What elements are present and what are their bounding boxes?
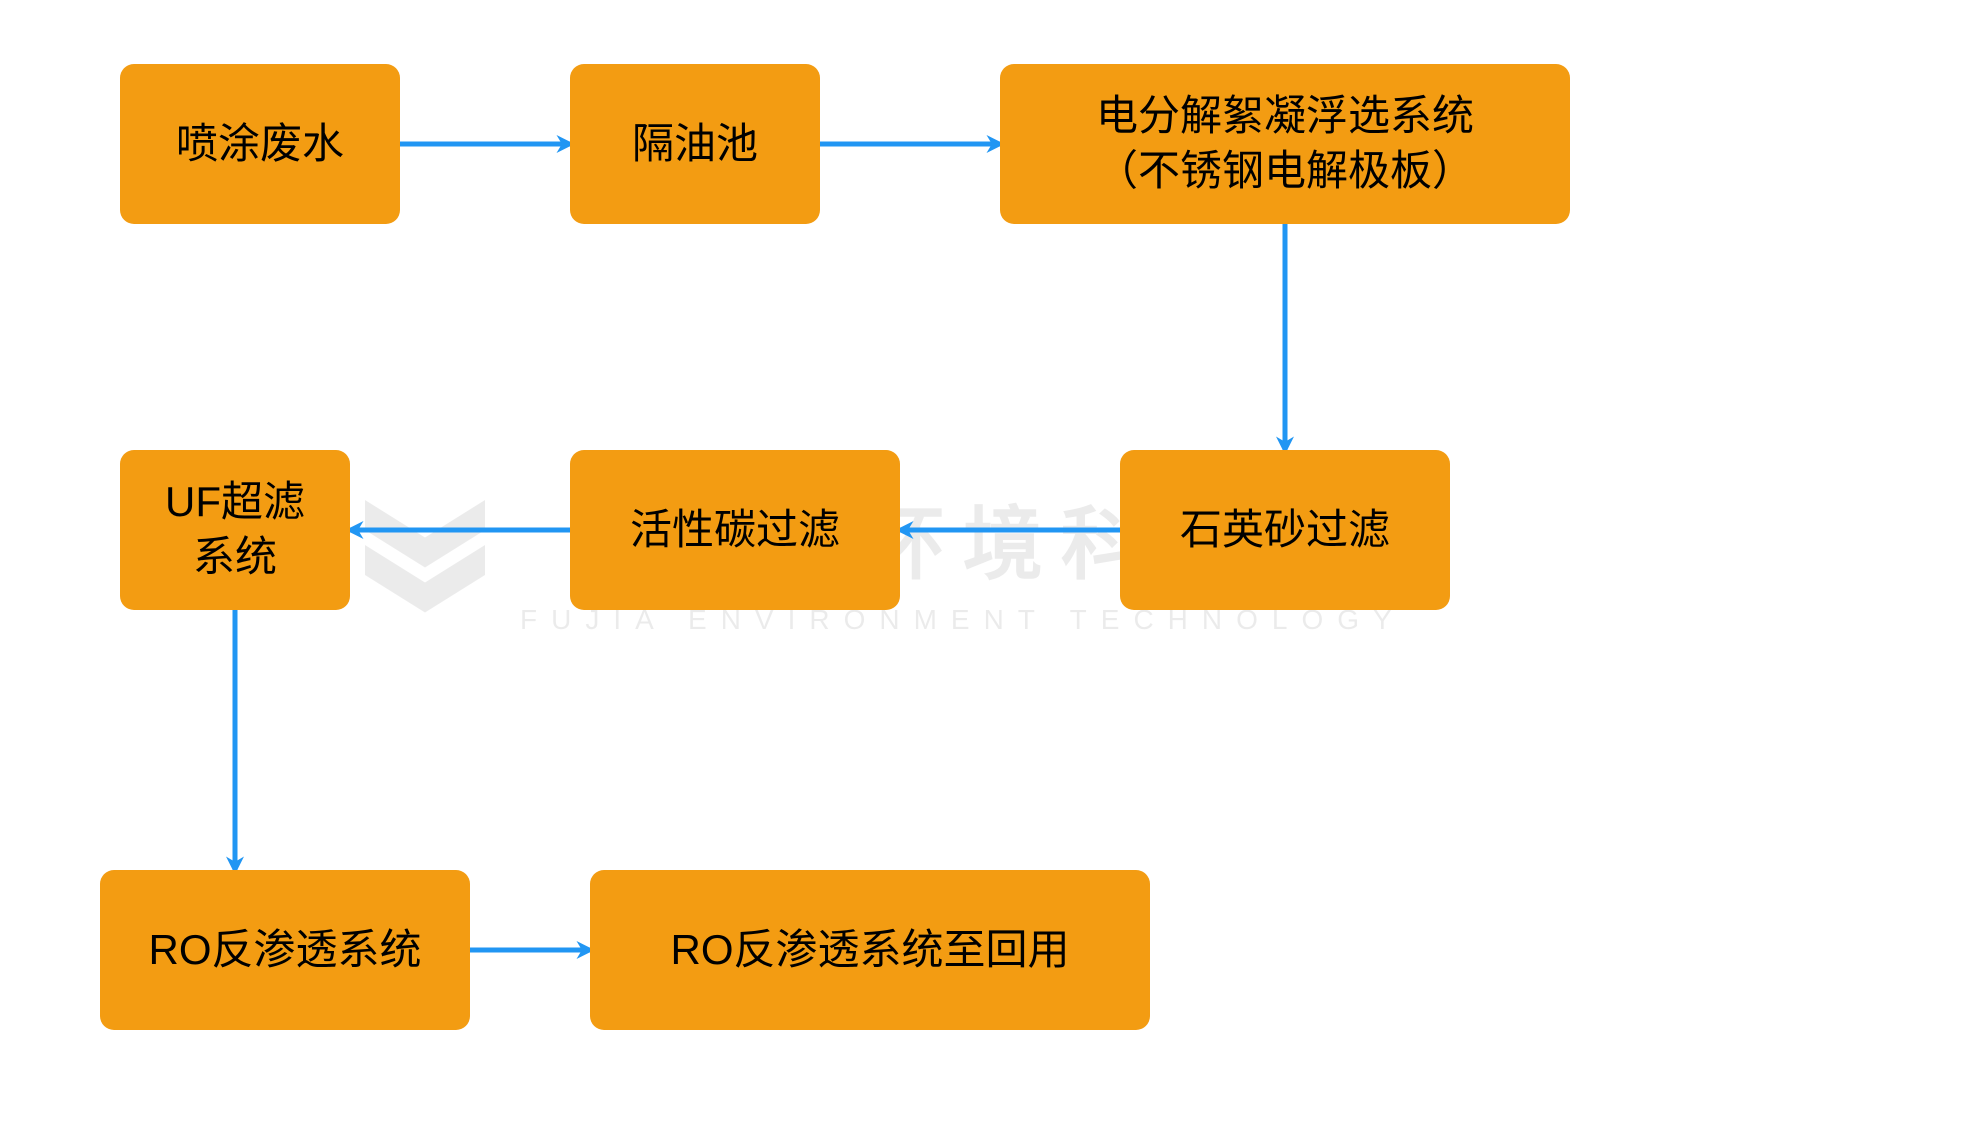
flow-node-label: 喷涂废水 (176, 117, 344, 172)
flow-node-label: 隔油池 (632, 117, 758, 172)
flow-node-label: RO反渗透系统 (148, 923, 421, 978)
flow-node-n7: RO反渗透系统 (100, 870, 470, 1030)
flow-node-n1: 喷涂废水 (120, 64, 400, 224)
flow-node-label: 石英砂过滤 (1180, 503, 1390, 558)
flow-node-n3: 电分解絮凝浮选系统 （不锈钢电解极板） (1000, 64, 1570, 224)
watermark-logo-icon (350, 470, 500, 620)
flow-node-n4: 石英砂过滤 (1120, 450, 1450, 610)
flow-node-label: 电分解絮凝浮选系统 （不锈钢电解极板） (1096, 89, 1474, 198)
flow-node-n8: RO反渗透系统至回用 (590, 870, 1150, 1030)
flow-node-label: 活性碳过滤 (630, 503, 840, 558)
flow-node-n5: 活性碳过滤 (570, 450, 900, 610)
flow-node-n2: 隔油池 (570, 64, 820, 224)
flow-node-label: UF超滤 系统 (165, 475, 305, 584)
flowchart-canvas: 伏嘉环境科技 FUJIA ENVIRONMENT TECHNOLOGY 喷涂废水… (0, 0, 1964, 1137)
flow-node-label: RO反渗透系统至回用 (670, 923, 1069, 978)
flow-node-n6: UF超滤 系统 (120, 450, 350, 610)
